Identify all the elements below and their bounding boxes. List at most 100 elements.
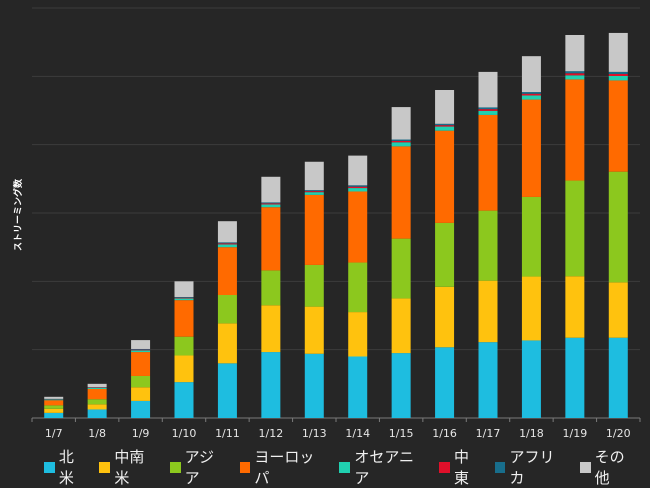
x-tick-label: 1/8 [88, 427, 106, 440]
bar-segment [348, 187, 367, 188]
bar-segment [565, 75, 584, 79]
bar-segment [348, 263, 367, 313]
bar-segment [435, 125, 454, 126]
bar-segment [305, 192, 324, 195]
bar-segment [305, 195, 324, 265]
legend-label: アフリカ [509, 446, 568, 488]
bar-segment [175, 298, 194, 299]
bar-segment [131, 387, 150, 401]
bar-segment [565, 276, 584, 338]
legend-item: アフリカ [495, 446, 569, 488]
bar-segment [348, 156, 367, 186]
bar-segment [218, 244, 237, 247]
bar-segment [175, 281, 194, 297]
bar-segment [522, 340, 541, 418]
bar-segment [479, 107, 498, 109]
bar-segment [565, 181, 584, 277]
bar-segment [218, 221, 237, 242]
bar-segment [479, 342, 498, 418]
y-axis-label: ストリーミング数 [12, 178, 24, 251]
bar-segment [305, 162, 324, 190]
legend-item: 中南米 [99, 446, 158, 488]
bar-segment [131, 376, 150, 387]
x-tick-label: 1/12 [259, 427, 284, 440]
bar-segment [565, 35, 584, 71]
x-tick-label: 1/17 [476, 427, 501, 440]
bar-segment [261, 203, 280, 204]
legend-label: ヨーロッパ [254, 446, 328, 488]
bar-segment [609, 282, 628, 337]
bar-segment [479, 109, 498, 111]
bar-segment [609, 338, 628, 418]
legend-label: その他 [595, 446, 639, 488]
bar-segment [348, 191, 367, 262]
bar-segment [175, 355, 194, 382]
bar-segment [348, 357, 367, 419]
bar-segment [44, 413, 63, 418]
x-tick-label: 1/14 [345, 427, 370, 440]
bar-segment [522, 100, 541, 197]
bar-segment [479, 281, 498, 343]
bar-segment [218, 243, 237, 244]
bar-segment [435, 223, 454, 287]
bar-segment [348, 312, 367, 356]
legend-item: アジア [170, 446, 229, 488]
bar-segment [522, 277, 541, 341]
legend-label: 中南米 [114, 446, 158, 488]
legend-label: アジア [185, 446, 229, 488]
legend-swatch [339, 462, 350, 473]
bar-segment [261, 352, 280, 418]
bar-segment [175, 382, 194, 418]
bar-segment [218, 323, 237, 363]
bar-segment [88, 388, 107, 389]
bar-segment [435, 347, 454, 418]
bar-segment [392, 353, 411, 418]
bar-segment [44, 400, 63, 401]
bar-segment [175, 337, 194, 356]
bar-segment [435, 127, 454, 131]
bar-segment [609, 33, 628, 72]
bar-segment [479, 111, 498, 115]
legend-item: 中東 [439, 446, 483, 488]
legend-item: その他 [580, 446, 639, 488]
bar-segment [175, 300, 194, 337]
legend-item: ヨーロッパ [240, 446, 329, 488]
bar-segment [175, 297, 194, 298]
bar-segment [435, 287, 454, 347]
bar-segment [565, 79, 584, 180]
bar-segment [44, 405, 63, 408]
legend-swatch [44, 462, 55, 473]
bar-segment [479, 72, 498, 108]
bar-segment [522, 94, 541, 96]
x-tick-label: 1/13 [302, 427, 327, 440]
bar-segment [131, 349, 150, 350]
x-tick-label: 1/10 [172, 427, 197, 440]
bar-segment [88, 399, 107, 404]
bar-segment [609, 74, 628, 76]
bar-segment [522, 197, 541, 277]
x-tick-label: 1/20 [606, 427, 631, 440]
bar-segment [565, 71, 584, 73]
chart-legend: 北米中南米アジアヨーロッパオセアニア中東アフリカその他 [44, 446, 650, 488]
bar-segment [479, 115, 498, 211]
bar-segment [565, 338, 584, 418]
bar-segment [479, 211, 498, 281]
bar-segment [392, 142, 411, 146]
bar-segment [435, 124, 454, 125]
legend-swatch [580, 462, 591, 473]
legend-swatch [170, 462, 181, 473]
bar-segment [131, 350, 150, 352]
legend-swatch [240, 462, 251, 473]
bar-segment [131, 401, 150, 418]
bar-segment [522, 56, 541, 92]
bar-segment [522, 92, 541, 94]
bar-segment [261, 202, 280, 203]
bar-segment [609, 72, 628, 74]
bar-segment [88, 409, 107, 418]
bar-segment [305, 354, 324, 418]
bar-segment [305, 191, 324, 192]
x-tick-label: 1/15 [389, 427, 414, 440]
legend-item: オセアニア [339, 446, 428, 488]
bar-segment [44, 409, 63, 413]
